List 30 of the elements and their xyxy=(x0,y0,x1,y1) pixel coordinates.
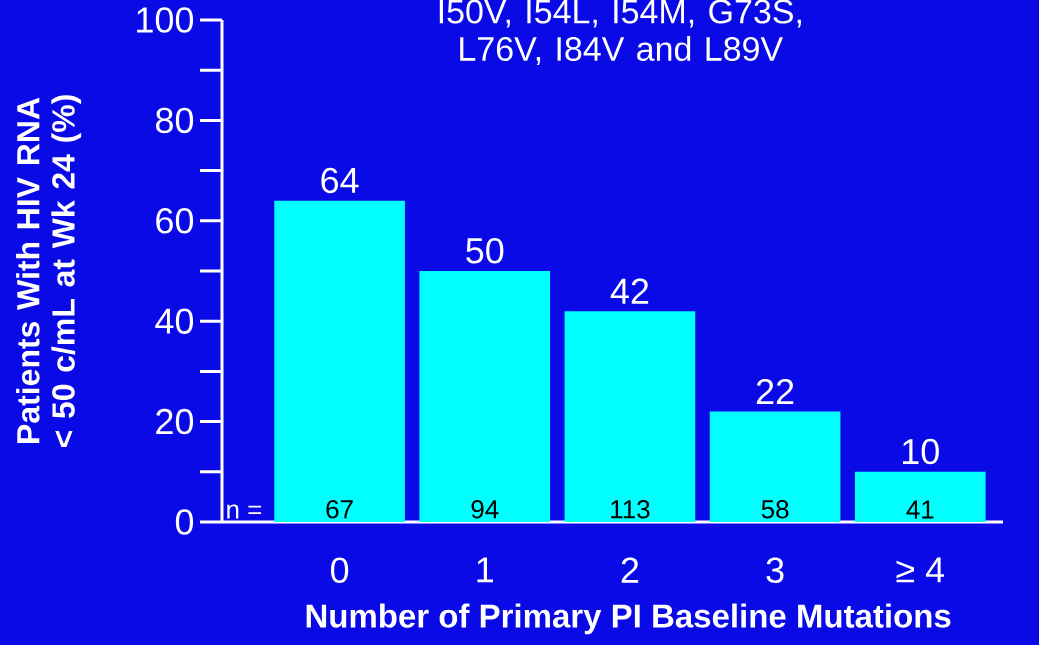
x-tick-label: 2 xyxy=(621,557,639,583)
x-tick-label: 3 xyxy=(766,557,784,584)
data-label: 50 xyxy=(466,237,504,264)
data-label: 10 xyxy=(902,438,939,465)
annotation: 58 xyxy=(761,500,789,519)
data-label: 22 xyxy=(756,378,794,405)
x-tick-label: 0 xyxy=(330,557,349,584)
bar xyxy=(274,200,405,522)
y-tick-label: 20 xyxy=(156,408,194,435)
annotation: 67 xyxy=(326,500,353,519)
y-tick-label: 40 xyxy=(155,308,194,334)
y-axis-title: Patients With HIV RNA < 50 c/mL at Wk 24 (%) xyxy=(16,95,82,448)
annotation: 94 xyxy=(471,500,499,519)
bar xyxy=(854,471,986,522)
annotation: 41 xyxy=(906,500,934,519)
x-tick-label: 1 xyxy=(477,557,494,583)
y-tick-label: 60 xyxy=(156,208,194,234)
x-axis-title: Number of Primary PI Baseline Mutations xyxy=(306,603,951,635)
y-tick-label: 100 xyxy=(137,7,194,33)
annotation: n = xyxy=(227,504,262,519)
bar xyxy=(419,271,551,522)
bar xyxy=(564,311,696,522)
data-label: 64 xyxy=(321,167,359,194)
y-tick-label: 80 xyxy=(156,107,194,134)
annotation: 113 xyxy=(611,500,650,519)
y-tick-label: 0 xyxy=(175,509,194,535)
data-label: 42 xyxy=(610,278,649,304)
bar xyxy=(709,411,841,522)
chart-title: I50V, I54L, I54M, G73S, L76V, I84V and L89V xyxy=(439,0,801,66)
x-tick-label: ≥ 4 xyxy=(896,557,945,583)
